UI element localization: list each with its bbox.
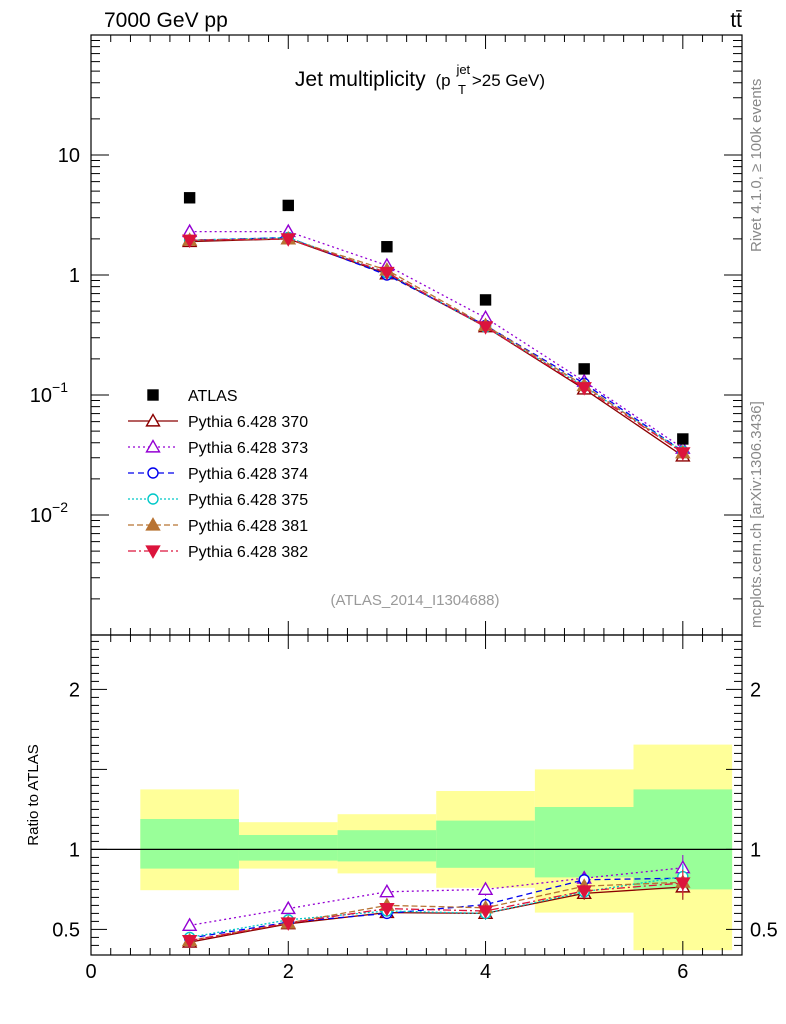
legend-marker-2 <box>145 439 161 453</box>
series-6-ratio-point <box>280 917 296 931</box>
chart-title-rest: >25 GeV) <box>472 71 545 90</box>
legend-label-4: Pythia 6.428 375 <box>188 492 308 509</box>
legend-marker-5 <box>145 517 161 531</box>
energy-label: 7000 GeV pp <box>104 9 228 32</box>
series-3-main-line <box>189 236 684 452</box>
atlas-data-point <box>282 199 294 212</box>
atlas-data-point <box>183 192 196 204</box>
series-6-main-point <box>280 233 296 247</box>
series-6-ratio-line <box>189 882 683 942</box>
ratio-band-inner <box>140 819 239 869</box>
series-6-ratio-point <box>181 935 198 949</box>
ratio-y-tick-label-right: 0.5 <box>750 919 778 941</box>
ratio-uncertainty-bands <box>91 744 742 951</box>
analysis-id: (ATLAS_2014_I1304688) <box>330 592 499 609</box>
legend-label-atlas: ATLAS <box>188 388 238 405</box>
ratio-band-inner <box>436 820 535 868</box>
series-6-main-point <box>477 321 494 335</box>
legend-label-2: Pythia 6.428 373 <box>188 440 308 457</box>
process-label: tt̄ <box>730 9 742 32</box>
atlas-data-point <box>677 433 689 445</box>
ratio-y-tick-label: 0.5 <box>52 919 80 941</box>
legend-marker-1 <box>145 413 161 427</box>
series-6-main-line <box>189 238 684 454</box>
ratio-panel: 0.5 0.5 1 1 2 2 Ratio to ATLAS <box>25 634 778 956</box>
main-series-group <box>181 192 691 462</box>
series-2-ratio-point <box>477 881 494 895</box>
y-tick-label: 10−2 <box>30 499 68 527</box>
legend-marker-6 <box>145 545 161 559</box>
ratio-band-inner <box>534 807 634 878</box>
series-2-ratio-point <box>379 883 395 898</box>
y-tick-label: 10−1 <box>30 379 68 407</box>
x-tick-label: 4 <box>480 961 491 983</box>
series-6-ratio-point <box>379 903 395 917</box>
atlas-data-point <box>479 294 492 306</box>
chart-title-subscript: T <box>458 82 466 97</box>
legend-label-3: Pythia 6.428 374 <box>188 466 308 483</box>
series-2-main-line <box>189 230 684 449</box>
atlas-data-point <box>381 241 393 253</box>
chart-title-main: Jet multiplicity <box>295 68 426 91</box>
ratio-y-tick-label-right: 1 <box>750 839 761 861</box>
y-tick-label: 10 <box>58 145 80 167</box>
ratio-band-inner <box>337 830 437 862</box>
main-panel: 10 1 10−1 10−2 Jet multiplicity (p jet T >2… <box>30 34 743 636</box>
series-6-main-point <box>181 234 198 249</box>
series-6-main-point <box>675 447 691 461</box>
atlas-data-point <box>578 363 590 375</box>
legend-label-5: Pythia 6.428 381 <box>188 518 308 535</box>
ratio-y-tick-label: 1 <box>69 839 80 861</box>
series-3-ratio-line <box>189 877 683 939</box>
legend-marker-4 <box>147 493 159 505</box>
ratio-y-tick-label-right: 2 <box>750 679 761 701</box>
ratio-frame <box>90 634 743 956</box>
y-tick-label: 1 <box>69 265 80 287</box>
main-axis-ticks: 10 1 10−1 10−2 <box>30 35 743 636</box>
legend: ATLAS Pythia 6.428 370 Pythia 6.428 373 Pyt… <box>128 388 308 561</box>
series-6-ratio-point <box>675 877 691 891</box>
series-2-ratio-point <box>280 900 296 915</box>
ratio-band-inner <box>238 835 338 861</box>
series-6-main-point <box>379 266 395 281</box>
chart-title-sub: (p <box>435 71 450 90</box>
ratio-series-group <box>181 855 691 949</box>
series-4-ratio-line <box>189 875 683 939</box>
series-6-ratio-point <box>477 905 494 919</box>
x-tick-labels: 0 2 4 6 <box>85 961 688 983</box>
chart-title-sup: jet <box>455 62 470 77</box>
legend-label-1: Pythia 6.428 370 <box>188 414 308 431</box>
ratio-y-tick-label: 2 <box>69 679 80 701</box>
series-6-ratio-point <box>576 885 592 899</box>
x-tick-label: 6 <box>677 961 688 983</box>
series-1-ratio-line <box>189 886 683 943</box>
legend-label-6: Pythia 6.428 382 <box>188 544 308 561</box>
x-tick-label: 2 <box>283 961 294 983</box>
ratio-ylabel: Ratio to ATLAS <box>25 744 42 845</box>
x-tick-label: 0 <box>85 961 96 983</box>
series-6-main-point <box>576 382 592 396</box>
series-2-ratio-point <box>181 917 198 931</box>
chart-title: Jet multiplicity (p jet T >25 GeV) <box>295 56 545 99</box>
legend-marker-3 <box>147 467 159 479</box>
legend-marker-atlas <box>147 389 159 401</box>
